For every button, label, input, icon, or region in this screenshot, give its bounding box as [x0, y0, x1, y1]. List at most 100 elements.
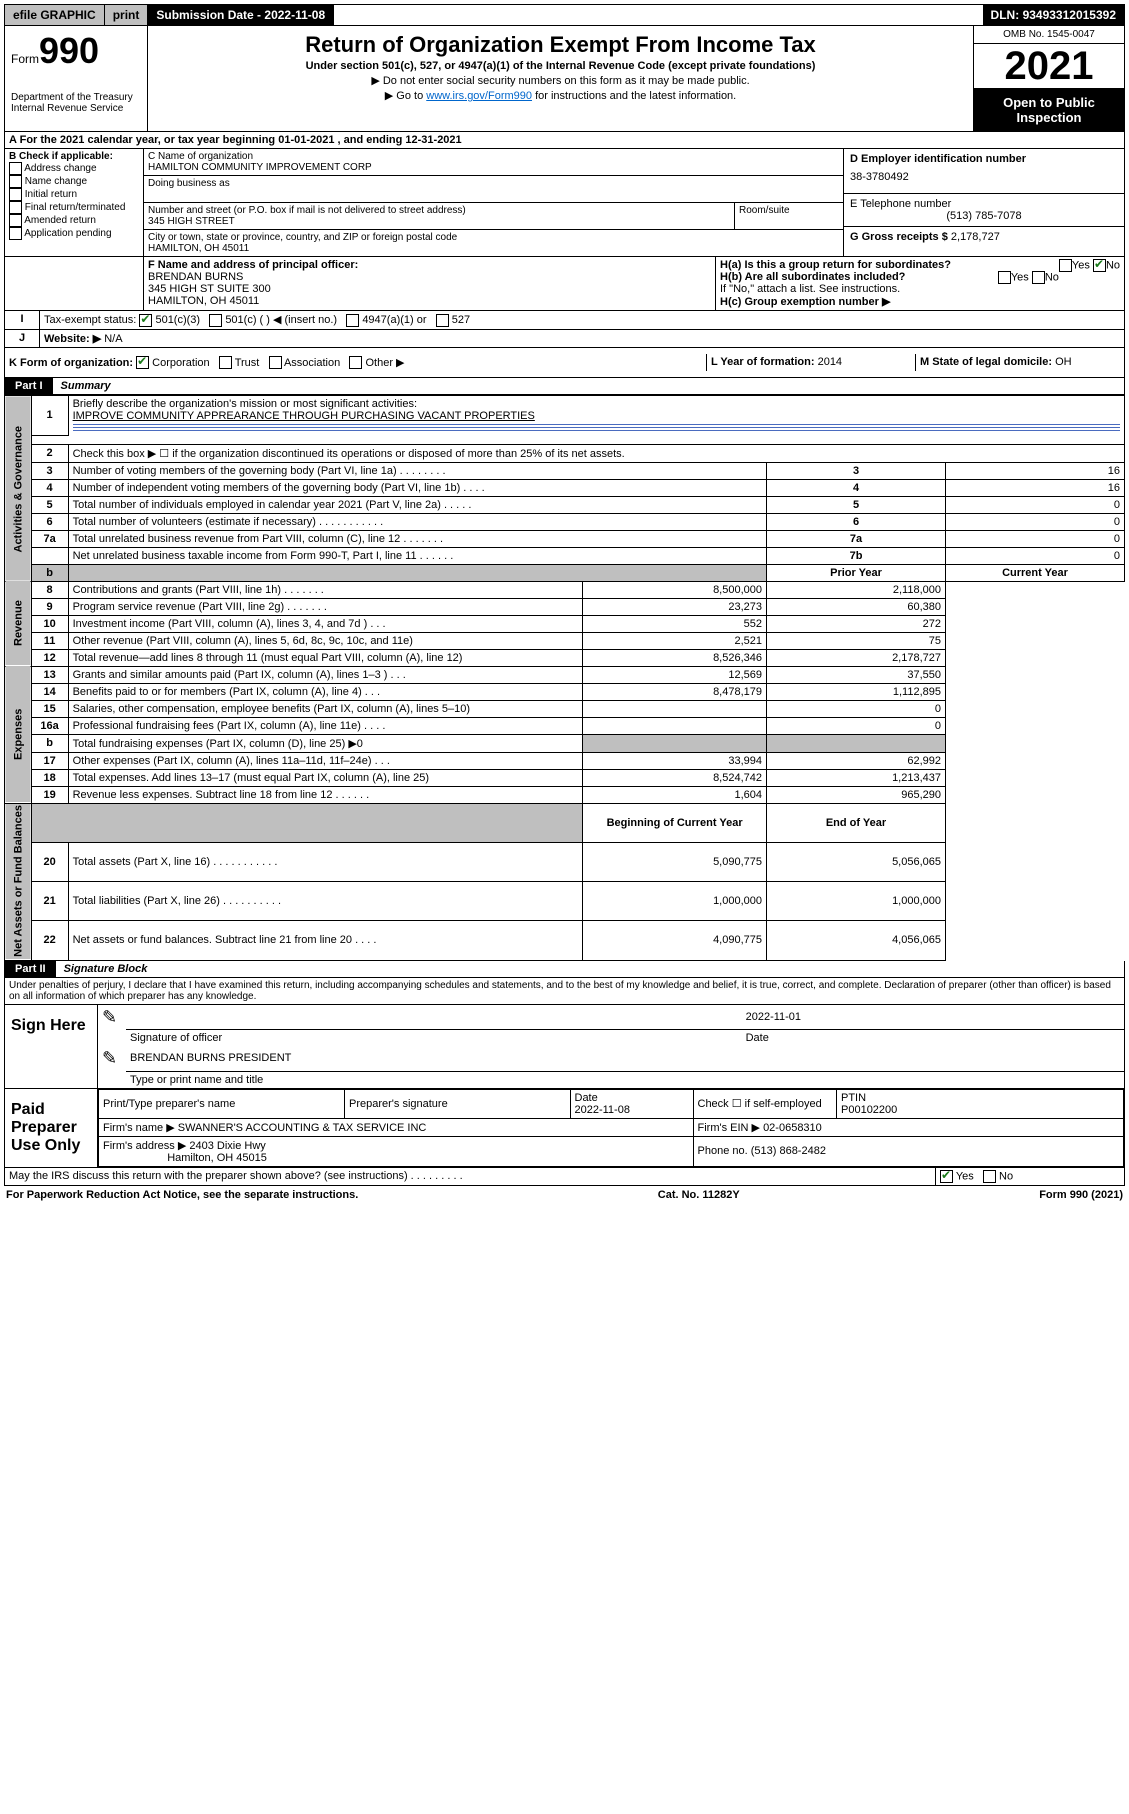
room-label: Room/suite — [739, 205, 839, 216]
footer-cat: Cat. No. 11282Y — [658, 1189, 740, 1201]
discuss-row: May the IRS discuss this return with the… — [4, 1168, 1125, 1186]
checkbox-address-change[interactable] — [9, 162, 22, 175]
part-ii-title: Part II — [5, 961, 56, 977]
checkbox-trust[interactable] — [219, 356, 232, 369]
year-formation: 2014 — [818, 356, 842, 368]
submission-date-value: 2022-11-08 — [264, 8, 325, 22]
checkbox-other[interactable] — [349, 356, 362, 369]
checkbox-name-change[interactable] — [9, 175, 22, 188]
checkbox-amended-return[interactable] — [9, 214, 22, 227]
state-domicile: OH — [1055, 356, 1072, 368]
checkbox-4947[interactable] — [346, 314, 359, 327]
box-m-label: M State of legal domicile: — [920, 356, 1052, 368]
dln-label: DLN: — [991, 8, 1020, 22]
dln-cell: DLN: 93493312015392 — [983, 5, 1124, 25]
checkbox-corporation[interactable] — [136, 356, 149, 369]
govline-row: 6Total number of volunteers (estimate if… — [5, 513, 1125, 530]
header-left: Form990 Department of the Treasury Inter… — [5, 26, 148, 131]
form-number-big: 990 — [39, 30, 99, 71]
form-prefix: Form — [11, 52, 39, 66]
govline-desc: Number of voting members of the governin… — [68, 462, 766, 479]
checkbox-ha-yes[interactable] — [1059, 259, 1072, 272]
ha-yes: Yes — [1072, 259, 1090, 271]
opt-address-change: Address change — [24, 163, 96, 174]
checkbox-association[interactable] — [269, 356, 282, 369]
sign-here-label: Sign Here — [5, 1005, 98, 1088]
part-ii-header: Part II Signature Block — [4, 961, 1125, 978]
opt-527: 527 — [452, 314, 470, 326]
checkbox-527[interactable] — [436, 314, 449, 327]
gross-receipts-value: 2,178,727 — [951, 231, 1000, 243]
box-b: B Check if applicable: Address change Na… — [5, 149, 144, 256]
govline-row: Net unrelated business taxable income fr… — [5, 547, 1125, 564]
identity-block: B Check if applicable: Address change Na… — [4, 149, 1125, 257]
efile-button[interactable]: efile GRAPHIC — [5, 5, 105, 25]
form-number: Form990 — [11, 30, 141, 72]
ein-label: D Employer identification number — [850, 153, 1118, 165]
city-label: City or town, state or province, country… — [148, 232, 839, 243]
footer: For Paperwork Reduction Act Notice, see … — [4, 1186, 1125, 1204]
checkbox-final-return[interactable] — [9, 201, 22, 214]
ptin-value: P00102200 — [841, 1104, 897, 1116]
phone-value: (513) 785-7078 — [850, 210, 1118, 222]
prep-sig-label: Preparer's signature — [345, 1089, 571, 1118]
dept-treasury: Department of the Treasury — [11, 92, 141, 103]
box-i-label: Tax-exempt status: — [44, 314, 136, 326]
irs-link[interactable]: www.irs.gov/Form990 — [426, 90, 532, 102]
discuss-label: May the IRS discuss this return with the… — [9, 1170, 463, 1182]
col-prior-year: Prior Year — [767, 564, 946, 581]
street-value: 345 HIGH STREET — [148, 216, 730, 227]
opt-association: Association — [284, 357, 340, 369]
j-block: J Website: ▶ N/A — [4, 330, 1125, 348]
opt-other: Other ▶ — [365, 357, 404, 369]
prep-date: 2022-11-08 — [575, 1104, 630, 1116]
officer-title-line: Type or print name and title — [126, 1071, 1124, 1088]
checkbox-initial-return[interactable] — [9, 188, 22, 201]
ptin-label: PTIN — [841, 1092, 866, 1104]
govline-row: 7aTotal unrelated business revenue from … — [5, 530, 1125, 547]
firm-phone: (513) 868-2482 — [751, 1145, 826, 1157]
checkbox-discuss-no[interactable] — [983, 1170, 996, 1183]
officer-street: 345 HIGH ST SUITE 300 — [148, 283, 711, 295]
submission-date-label: Submission Date — [156, 8, 253, 22]
q2-label: Check this box ▶ ☐ if the organization d… — [68, 444, 1124, 462]
hb-note: If "No," attach a list. See instructions… — [720, 283, 1120, 295]
fh-left-spacer — [5, 257, 144, 310]
omb-number: OMB No. 1545-0047 — [974, 26, 1124, 44]
form-header: Form990 Department of the Treasury Inter… — [4, 26, 1125, 132]
revline-prior: 8,500,000 — [583, 581, 767, 598]
ha-label: H(a) Is this a group return for subordin… — [720, 259, 951, 271]
checkbox-application-pending[interactable] — [9, 227, 22, 240]
ein-value: 38-3780492 — [850, 165, 1118, 189]
period-begin: 01-01-2021 — [278, 134, 334, 146]
hb-label: H(b) Are all subordinates included? — [720, 271, 905, 283]
gross-receipts-label: G Gross receipts $ — [850, 231, 948, 243]
header-mid: Return of Organization Exempt From Incom… — [148, 26, 973, 131]
header-right: OMB No. 1545-0047 2021 Open to Public In… — [973, 26, 1124, 131]
period-line: A For the 2021 calendar year, or tax yea… — [4, 132, 1125, 149]
jurat: Under penalties of perjury, I declare th… — [4, 978, 1125, 1005]
print-button[interactable]: print — [105, 5, 149, 25]
expline-desc: Grants and similar amounts paid (Part IX… — [68, 666, 583, 683]
col-current-year: Current Year — [946, 564, 1125, 581]
checkbox-501c[interactable] — [209, 314, 222, 327]
q1-value: IMPROVE COMMUNITY APPREARANCE THROUGH PU… — [73, 410, 535, 422]
period-pre: For the 2021 calendar year, or tax year … — [20, 134, 279, 146]
vtab-expenses: Expenses — [5, 666, 32, 803]
open-to-public: Open to Public Inspection — [974, 89, 1124, 131]
checkbox-ha-no[interactable] — [1093, 259, 1106, 272]
officer-city: HAMILTON, OH 45011 — [148, 295, 711, 307]
ha-no: No — [1106, 259, 1120, 271]
checkbox-discuss-yes[interactable] — [940, 1170, 953, 1183]
checkbox-hb-yes[interactable] — [998, 271, 1011, 284]
checkbox-hb-no[interactable] — [1032, 271, 1045, 284]
sign-here-block: Sign Here ✎ 2022-11-01 Signature of offi… — [4, 1005, 1125, 1089]
box-c: C Name of organization HAMILTON COMMUNIT… — [144, 149, 843, 256]
prep-date-label: Date — [575, 1092, 598, 1104]
firm-addr1: 2403 Dixie Hwy — [189, 1140, 265, 1152]
note-link: ▶ Go to www.irs.gov/Form990 for instruct… — [156, 89, 965, 102]
govline-row: 3Number of voting members of the governi… — [5, 462, 1125, 479]
checkbox-501c3[interactable] — [139, 314, 152, 327]
opt-trust: Trust — [235, 357, 260, 369]
opt-name-change: Name change — [25, 176, 87, 187]
